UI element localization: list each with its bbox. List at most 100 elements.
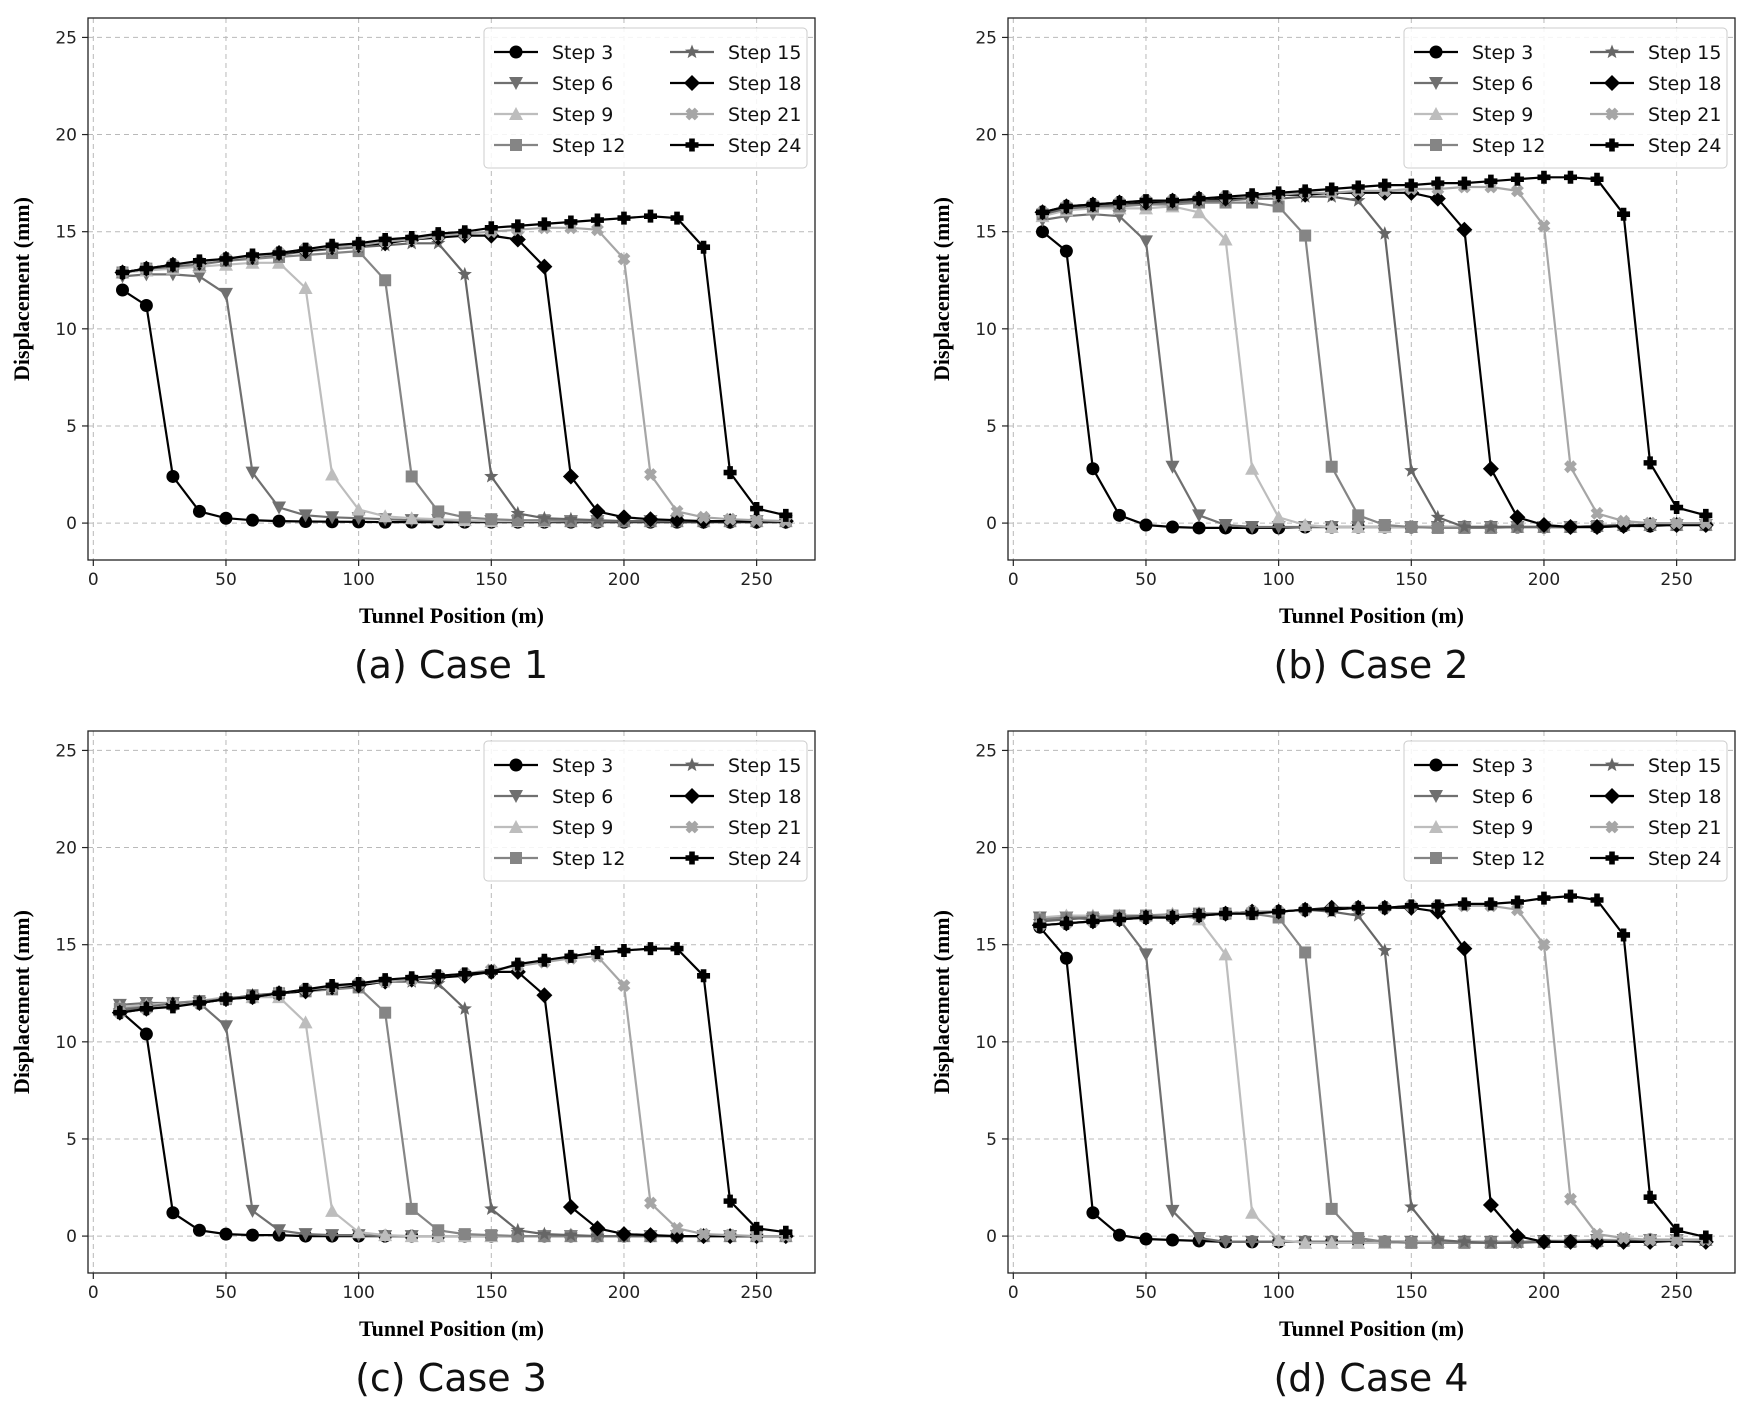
data-point	[590, 213, 604, 227]
data-point	[1352, 509, 1365, 522]
data-point	[405, 470, 418, 483]
data-point	[1564, 1192, 1577, 1206]
x-tick-label: 150	[475, 570, 507, 590]
y-tick-label: 15	[55, 936, 77, 956]
plot-frame	[87, 17, 816, 561]
data-point	[405, 971, 419, 985]
legend-item: Step 6	[494, 73, 613, 95]
legend-label: Step 24	[728, 135, 801, 157]
legend-item: Step 21	[670, 817, 801, 839]
x-tick-label: 150	[1395, 570, 1427, 590]
data-point	[511, 219, 525, 233]
data-point	[352, 977, 366, 991]
data-point	[1059, 916, 1073, 930]
data-point	[484, 221, 498, 235]
x-tick-label: 0	[88, 1283, 99, 1303]
data-point	[1298, 1235, 1313, 1249]
legend-marker	[509, 107, 523, 120]
data-point	[564, 215, 578, 229]
series-line	[122, 242, 786, 523]
legend-label: Step 6	[552, 73, 613, 95]
data-point	[1086, 197, 1100, 211]
data-point	[536, 258, 553, 275]
legend-label: Step 12	[1472, 135, 1545, 157]
series-step-3	[113, 1004, 793, 1243]
data-point	[1537, 938, 1551, 952]
data-point	[1510, 895, 1524, 909]
data-point	[1404, 1199, 1419, 1213]
data-point	[192, 1223, 206, 1237]
data-point	[1272, 186, 1286, 200]
legend-label: Step 3	[1472, 755, 1533, 777]
data-point	[1670, 1223, 1684, 1237]
legend-label: Step 12	[552, 848, 625, 870]
legend-marker	[1605, 138, 1619, 152]
data-point	[432, 505, 445, 518]
data-point	[484, 965, 498, 979]
data-point	[325, 467, 340, 481]
data-point	[1699, 516, 1713, 530]
data-point	[1510, 172, 1524, 186]
series-step-6	[112, 996, 793, 1244]
y-tick-label: 20	[55, 126, 77, 146]
legend-item: Step 21	[1590, 104, 1721, 126]
legend-item: Step 12	[1414, 848, 1545, 870]
data-point	[1378, 901, 1392, 915]
series-step-21	[116, 221, 793, 528]
data-point	[1562, 1233, 1579, 1250]
data-point	[670, 211, 684, 225]
data-point	[1138, 948, 1153, 962]
series-line	[119, 970, 786, 1238]
data-point	[166, 469, 180, 483]
data-point	[1456, 940, 1473, 957]
data-point	[591, 223, 604, 237]
series-step-24	[1033, 889, 1713, 1244]
data-point	[272, 986, 286, 1000]
data-point	[1535, 517, 1552, 534]
data-point	[1535, 1233, 1552, 1250]
panel-caption: (d) Case 4	[1273, 1356, 1468, 1400]
data-point	[1670, 516, 1684, 530]
y-tick-label: 20	[975, 839, 997, 859]
data-point	[1218, 1235, 1233, 1249]
data-point	[246, 248, 260, 262]
x-tick-label: 250	[740, 1283, 772, 1303]
y-tick-label: 15	[975, 223, 997, 243]
data-point	[272, 246, 286, 260]
data-point	[1298, 518, 1313, 532]
data-point	[1563, 889, 1577, 903]
data-point	[1298, 184, 1312, 198]
data-point	[139, 262, 153, 276]
x-axis-label: Tunnel Position (m)	[1279, 1316, 1464, 1341]
data-point	[1482, 460, 1499, 477]
series-line	[122, 226, 786, 523]
data-point	[1165, 1204, 1180, 1218]
data-point	[1218, 519, 1233, 533]
data-point	[115, 283, 129, 297]
y-tick-label: 10	[55, 320, 77, 340]
data-point	[219, 992, 233, 1006]
series-step-21	[113, 949, 793, 1243]
data-point	[298, 1015, 313, 1029]
data-point	[589, 1220, 606, 1237]
legend-item: Step 6	[1414, 786, 1533, 808]
series-line	[1042, 213, 1706, 529]
legend: Step 3 Step 6 Step 9 Step 12 Step 15 Step 18 S…	[1403, 27, 1728, 169]
legend-item: Step 24	[670, 135, 801, 157]
data-point	[617, 944, 631, 958]
legend-marker	[685, 820, 699, 834]
data-point	[617, 252, 631, 266]
series-step-9	[1035, 199, 1713, 533]
data-point	[1431, 176, 1445, 190]
x-tick-label: 50	[215, 570, 237, 590]
data-point	[1299, 229, 1312, 242]
data-point	[378, 232, 392, 246]
data-point	[589, 503, 606, 520]
series-line	[1041, 230, 1706, 530]
data-point	[750, 513, 764, 527]
series-step-3	[115, 283, 793, 529]
data-point	[379, 1006, 392, 1019]
data-point	[562, 468, 579, 485]
legend-label: Step 3	[552, 42, 613, 64]
legend-label: Step 12	[552, 135, 625, 157]
